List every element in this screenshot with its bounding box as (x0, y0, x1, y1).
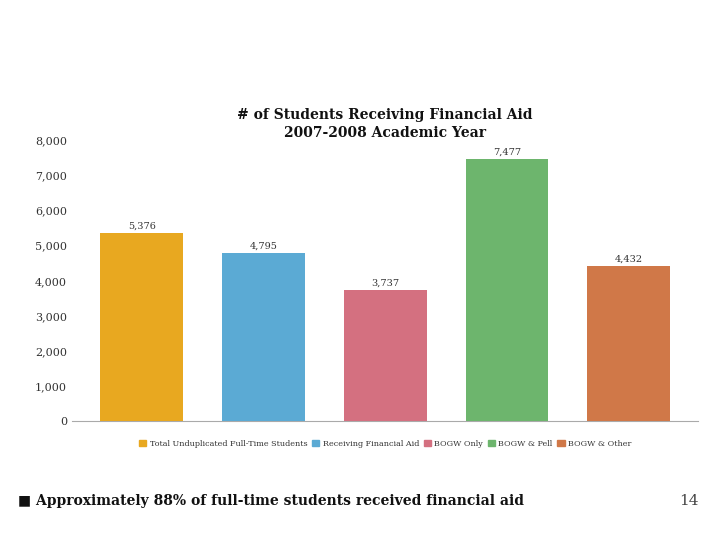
Text: 3,737: 3,737 (371, 279, 400, 288)
Text: Financial Aid: Financial Aid (14, 44, 344, 87)
Text: 4,795: 4,795 (250, 242, 277, 251)
Bar (101, 233, 183, 421)
Bar (222, 253, 305, 421)
Bar (344, 290, 426, 421)
Text: # of Students Receiving Financial Aid
2007-2008 Academic Year: # of Students Receiving Financial Aid 20… (238, 108, 533, 140)
Text: 5,376: 5,376 (128, 221, 156, 231)
Text: 4,432: 4,432 (614, 255, 643, 264)
Bar (588, 266, 670, 421)
Text: ■ Approximately 88% of full-time students received financial aid: ■ Approximately 88% of full-time student… (18, 495, 524, 508)
Bar (466, 159, 548, 421)
Text: 14: 14 (679, 495, 698, 508)
Text: 7,477: 7,477 (492, 148, 521, 157)
Legend: Total Unduplicated Full-Time Students, Receiving Financial Aid, BOGW Only, BOGW : Total Unduplicated Full-Time Students, R… (136, 436, 634, 451)
